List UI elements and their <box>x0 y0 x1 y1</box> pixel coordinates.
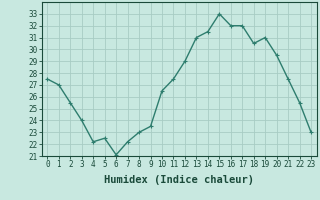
X-axis label: Humidex (Indice chaleur): Humidex (Indice chaleur) <box>104 175 254 185</box>
